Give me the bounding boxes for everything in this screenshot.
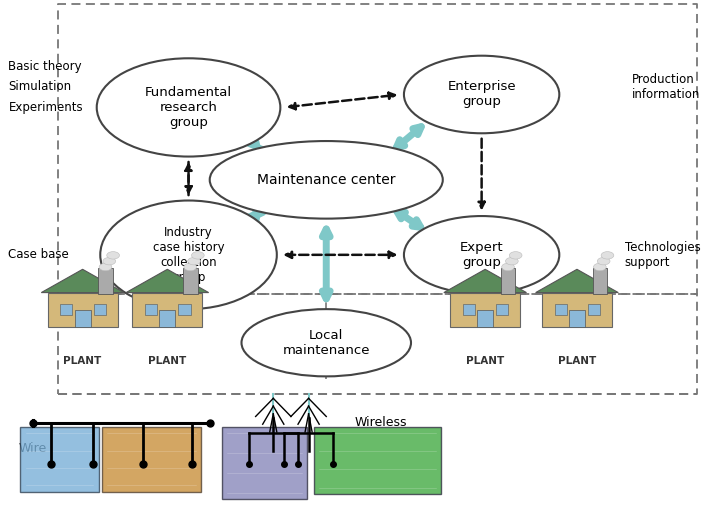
Text: Fundamental
research
group: Fundamental research group [145, 86, 232, 129]
Ellipse shape [502, 263, 515, 271]
Ellipse shape [99, 263, 112, 271]
FancyBboxPatch shape [463, 304, 475, 315]
FancyBboxPatch shape [60, 304, 72, 315]
FancyBboxPatch shape [48, 293, 118, 328]
Ellipse shape [593, 263, 606, 271]
Text: Technologies
support: Technologies support [625, 241, 700, 269]
FancyBboxPatch shape [99, 268, 113, 294]
FancyBboxPatch shape [160, 310, 175, 328]
FancyBboxPatch shape [554, 304, 566, 315]
Polygon shape [41, 269, 124, 293]
FancyBboxPatch shape [588, 304, 600, 315]
Ellipse shape [96, 58, 280, 157]
FancyBboxPatch shape [179, 304, 191, 315]
Ellipse shape [188, 257, 201, 265]
Ellipse shape [100, 201, 277, 309]
FancyBboxPatch shape [477, 310, 493, 328]
FancyBboxPatch shape [450, 293, 520, 328]
Ellipse shape [597, 257, 610, 265]
FancyBboxPatch shape [222, 426, 307, 500]
Ellipse shape [601, 252, 614, 259]
Ellipse shape [404, 56, 559, 133]
Text: Expert
group: Expert group [460, 241, 503, 269]
Text: PLANT: PLANT [558, 356, 596, 366]
Text: Industry
case history
collection
group: Industry case history collection group [152, 226, 224, 284]
Text: Experiments: Experiments [9, 101, 83, 114]
Text: PLANT: PLANT [466, 356, 504, 366]
Text: Enterprise
group: Enterprise group [447, 81, 516, 109]
Polygon shape [126, 269, 208, 293]
Text: Wire: Wire [19, 443, 48, 456]
Polygon shape [444, 269, 527, 293]
FancyBboxPatch shape [74, 310, 91, 328]
FancyBboxPatch shape [313, 426, 442, 495]
Text: Maintenance center: Maintenance center [257, 173, 396, 187]
Ellipse shape [103, 257, 116, 265]
Ellipse shape [191, 252, 204, 259]
Text: Local
maintenance: Local maintenance [282, 329, 370, 357]
FancyBboxPatch shape [542, 293, 612, 328]
FancyBboxPatch shape [183, 268, 198, 294]
Ellipse shape [506, 257, 518, 265]
FancyBboxPatch shape [593, 268, 607, 294]
Ellipse shape [210, 141, 443, 218]
Text: Basic theory: Basic theory [9, 60, 82, 73]
FancyBboxPatch shape [569, 310, 585, 328]
Ellipse shape [242, 309, 411, 376]
FancyBboxPatch shape [501, 268, 515, 294]
Text: Wireless: Wireless [354, 417, 407, 430]
Text: Simulation: Simulation [9, 80, 72, 93]
FancyBboxPatch shape [133, 293, 202, 328]
FancyBboxPatch shape [21, 426, 99, 492]
Polygon shape [535, 269, 618, 293]
FancyBboxPatch shape [496, 304, 508, 315]
FancyBboxPatch shape [94, 304, 106, 315]
Text: PLANT: PLANT [64, 356, 101, 366]
Text: Production
information: Production information [632, 73, 700, 101]
FancyBboxPatch shape [101, 426, 201, 492]
Ellipse shape [404, 216, 559, 294]
Text: PLANT: PLANT [148, 356, 186, 366]
Ellipse shape [107, 252, 120, 259]
FancyBboxPatch shape [145, 304, 157, 315]
Text: Case base: Case base [9, 249, 69, 262]
Ellipse shape [509, 252, 522, 259]
Ellipse shape [184, 263, 196, 271]
